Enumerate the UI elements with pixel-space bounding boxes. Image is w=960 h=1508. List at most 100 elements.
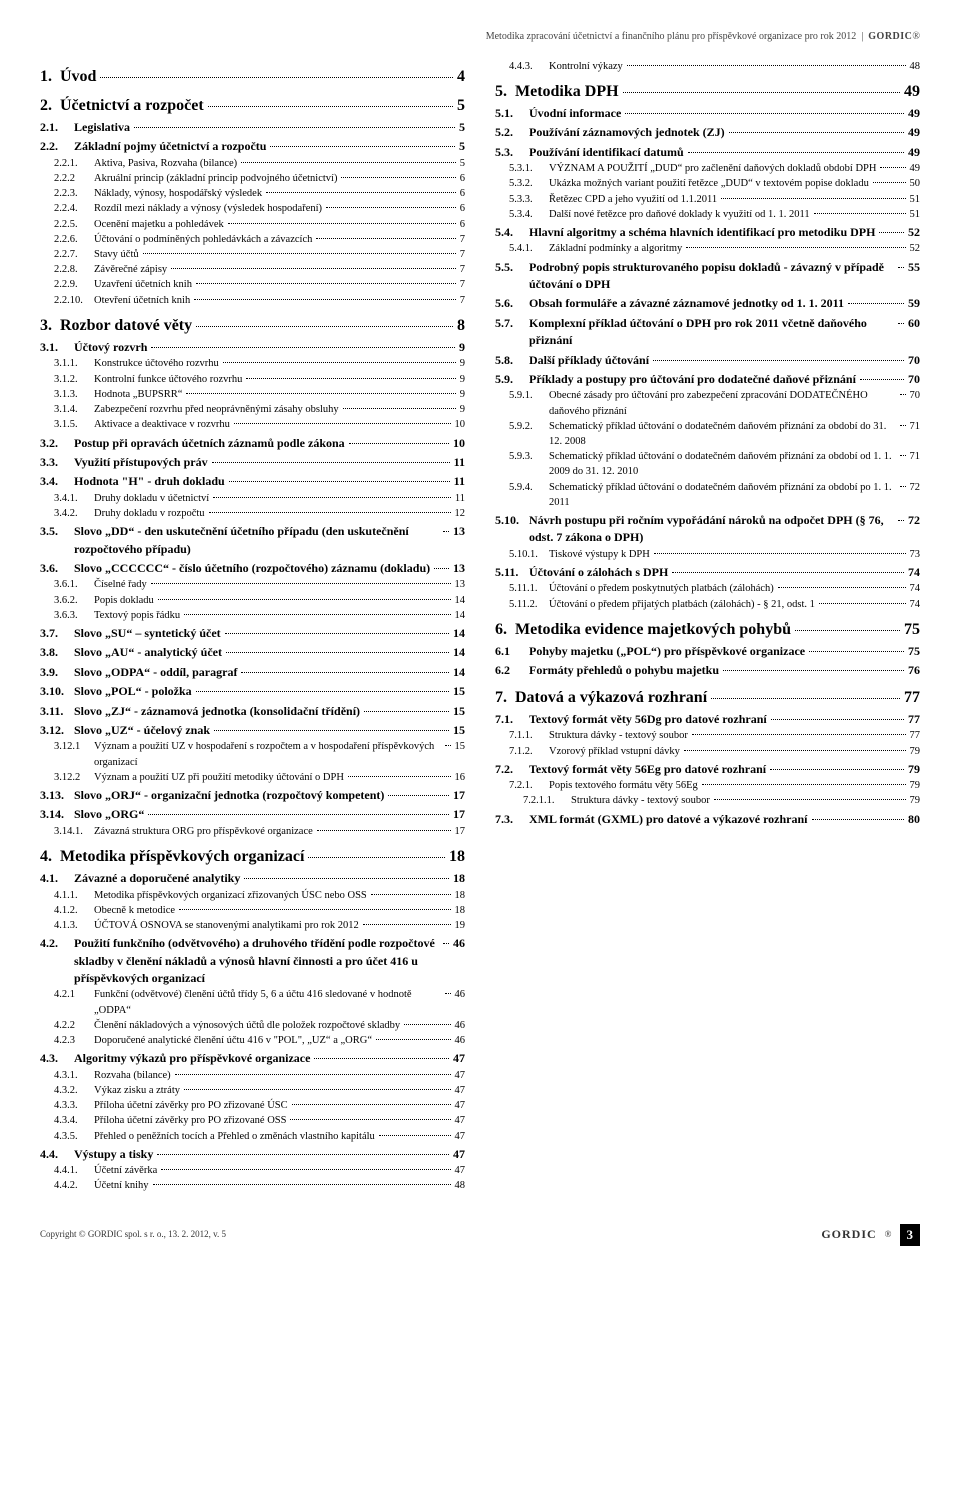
toc-page: 79	[908, 793, 921, 808]
toc-leader	[241, 672, 449, 673]
toc-leader	[234, 423, 451, 424]
toc-leader	[692, 734, 906, 735]
toc-leader	[241, 162, 456, 163]
toc-entry: 4.1.2.Obecně k metodice18	[54, 903, 465, 918]
toc-title: Náklady, výnosy, hospodářský výsledek	[94, 186, 264, 201]
toc-leader	[196, 283, 456, 284]
toc-leader	[229, 481, 450, 482]
toc-number: 5.9.	[495, 371, 529, 388]
toc-number: 2.2.9.	[54, 277, 94, 292]
toc-title: Druhy dokladu v účetnictví	[94, 491, 211, 506]
toc-entry: 5.11.2.Účtování o předem přijatých platb…	[509, 597, 920, 612]
toc-title: Metodika evidence majetkových pohybů	[515, 618, 793, 641]
toc-title: Algoritmy výkazů pro příspěvkové organiz…	[74, 1050, 312, 1067]
toc-number: 5.9.1.	[509, 388, 549, 403]
toc-page: 74	[908, 581, 921, 596]
toc-entry: 4.2.Použití funkčního (odvětvového) a dr…	[40, 935, 465, 987]
toc-entry: 3.12.Slovo „UZ“ - účelový znak15	[40, 722, 465, 739]
toc-title: Hlavní algoritmy a schéma hlavních ident…	[529, 224, 877, 241]
toc-leader	[879, 232, 904, 233]
toc-title: Formáty přehledů o pohybu majetku	[529, 662, 721, 679]
toc-page: 79	[908, 744, 921, 759]
toc-title: Další nové řetězce pro daňové doklady k …	[549, 207, 812, 222]
toc-number: 3.1.	[40, 339, 74, 356]
toc-number: 3.4.2.	[54, 506, 94, 521]
toc-number: 3.14.1.	[54, 824, 94, 839]
toc-leader	[194, 299, 456, 300]
toc-entry: 2.2.3.Náklady, výnosy, hospodářský výsle…	[54, 186, 465, 201]
toc-number: 4.2.3	[54, 1033, 94, 1048]
toc-title: Členění nákladových a výnosových účtů dl…	[94, 1018, 402, 1033]
toc-number: 4.3.	[40, 1050, 74, 1067]
toc-leader	[348, 776, 451, 777]
toc-entry: 3.1.4.Zabezpečení rozvrhu před neoprávně…	[54, 402, 465, 417]
toc-number: 4.2.	[40, 935, 74, 952]
toc-page: 19	[453, 918, 466, 933]
toc-page: 9	[458, 387, 465, 402]
toc-page: 17	[453, 824, 466, 839]
toc-title: Aktiva, Pasiva, Rozvaha (bilance)	[94, 156, 239, 171]
toc-entry: 3.7.Slovo „SU“ – syntetický účet14	[40, 625, 465, 642]
toc-number: 2.	[40, 94, 60, 117]
toc-title: Aktivace a deaktivace v rozvrhu	[94, 417, 232, 432]
toc-leader	[702, 784, 906, 785]
toc-page: 13	[451, 523, 465, 540]
toc-leader	[228, 223, 456, 224]
toc-entry: 3.6.2.Popis dokladu14	[54, 593, 465, 608]
toc-leader	[223, 362, 456, 363]
toc-title: Účtování o podmíněných pohledávkách a zá…	[94, 232, 314, 247]
toc-entry: 4.3.1.Rozvaha (bilance)47	[54, 1068, 465, 1083]
toc-leader	[184, 614, 450, 615]
toc-number: 4.	[40, 845, 60, 868]
toc-page: 11	[453, 491, 465, 506]
toc-title: Příklady a postupy pro účtování pro doda…	[529, 371, 858, 388]
toc-page: 52	[908, 241, 921, 256]
toc-leader	[653, 360, 904, 361]
toc-number: 7.	[495, 686, 515, 709]
toc-number: 5.2.	[495, 124, 529, 141]
toc-number: 3.2.	[40, 435, 74, 452]
toc-number: 4.3.4.	[54, 1113, 94, 1128]
toc-leader	[157, 1154, 449, 1155]
toc-page: 6	[458, 171, 465, 186]
toc-page: 5	[457, 119, 465, 136]
toc-page: 14	[451, 644, 465, 661]
toc-number: 5.8.	[495, 352, 529, 369]
toc-page: 47	[453, 1098, 466, 1113]
toc-leader	[812, 819, 904, 820]
toc-leader	[688, 152, 904, 153]
toc-page: 47	[453, 1083, 466, 1098]
toc-page: 5	[458, 156, 465, 171]
toc-number: 5.3.1.	[509, 161, 549, 176]
toc-entry: 4.4.1.Účetní závěrka47	[54, 1163, 465, 1178]
toc-leader	[153, 1184, 451, 1185]
toc-leader	[270, 146, 455, 147]
toc-page: 55	[906, 259, 920, 276]
toc-entry: 5.9.2.Schematický příklad účtování o dod…	[509, 419, 920, 449]
toc-number: 2.2.	[40, 138, 74, 155]
toc-title: Hodnota „BUPSRR“	[94, 387, 184, 402]
toc-page: 14	[451, 664, 465, 681]
toc-entry: 4.1.3.ÚČTOVÁ OSNOVA se stanovenými analy…	[54, 918, 465, 933]
toc-page: 47	[453, 1113, 466, 1128]
toc-columns: 1.Úvod42.Účetnictví a rozpočet52.1.Legis…	[40, 59, 920, 1194]
toc-entry: 3.10.Slovo „POL“ - položka15	[40, 683, 465, 700]
toc-title: Stavy účtů	[94, 247, 141, 262]
toc-leader	[179, 909, 450, 910]
toc-leader	[196, 326, 453, 327]
toc-title: Účetní závěrka	[94, 1163, 159, 1178]
toc-entry: 5.Metodika DPH49	[495, 80, 920, 103]
toc-leader	[898, 323, 904, 324]
toc-entry: 3.1.1.Konstrukce účtového rozvrhu9	[54, 356, 465, 371]
toc-leader	[186, 393, 455, 394]
toc-leader	[326, 207, 456, 208]
toc-number: 3.14.	[40, 806, 74, 823]
toc-page: 9	[458, 372, 465, 387]
toc-leader	[371, 894, 451, 895]
toc-leader	[771, 719, 904, 720]
toc-number: 5.10.1.	[509, 547, 549, 562]
toc-entry: 7.1.Textový formát věty 56Dg pro datové …	[495, 711, 920, 728]
toc-number: 2.2.3.	[54, 186, 94, 201]
toc-title: Struktura dávky - textový soubor	[571, 793, 712, 808]
toc-title: Textový formát věty 56Dg pro datové rozh…	[529, 711, 769, 728]
